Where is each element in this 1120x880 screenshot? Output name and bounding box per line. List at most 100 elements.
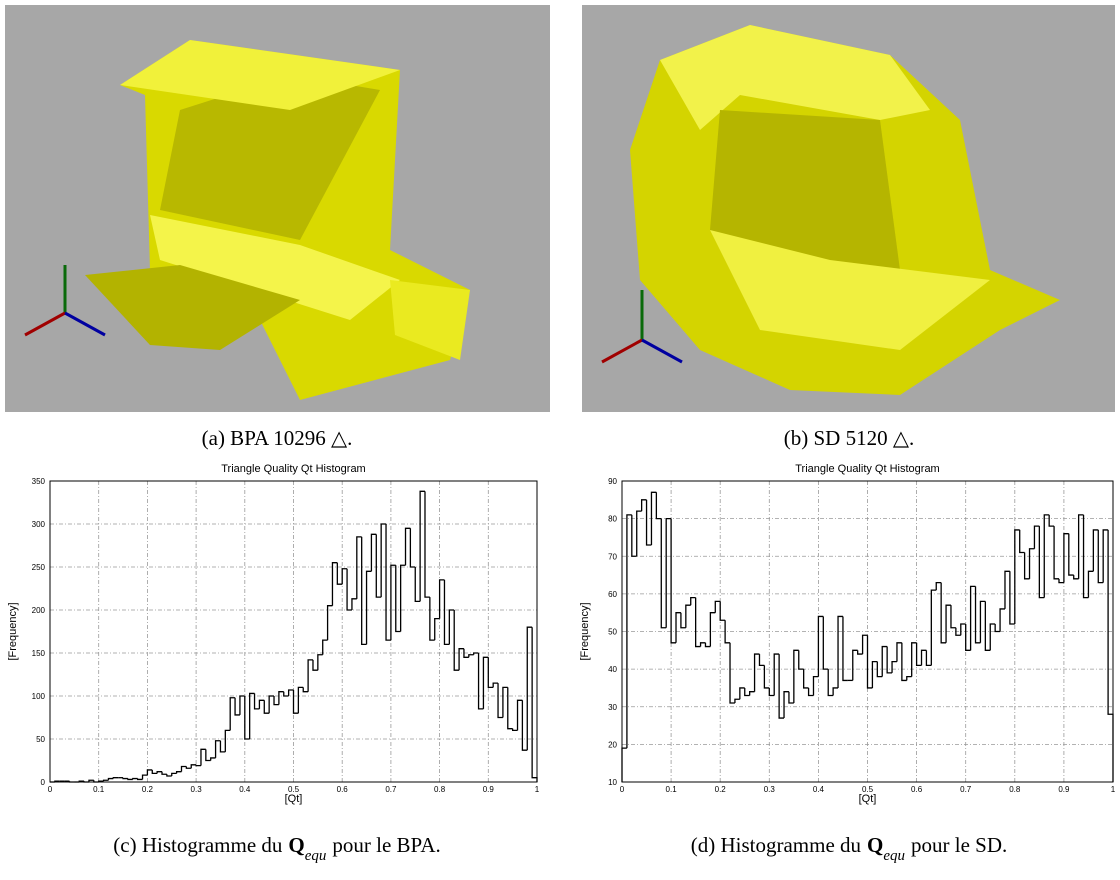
histogram-bin xyxy=(283,691,289,697)
histogram-bin xyxy=(526,626,533,751)
histogram-bin xyxy=(636,510,642,557)
histogram-bin xyxy=(414,567,421,603)
histogram-bin xyxy=(822,616,829,670)
histogram-bin xyxy=(911,642,917,677)
caption-symbol: Q xyxy=(867,833,883,857)
histogram-bin xyxy=(112,777,119,779)
histogram-bin xyxy=(424,491,430,598)
histogram-bin xyxy=(429,597,435,641)
x-tick-label: 0.7 xyxy=(385,785,397,794)
histogram-bin xyxy=(137,778,143,781)
histogram-bin xyxy=(102,779,109,782)
histogram-bin xyxy=(482,656,489,709)
histogram-bin xyxy=(438,579,445,619)
x-tick-label: 0.5 xyxy=(288,785,300,794)
histogram-bin xyxy=(704,642,711,648)
histogram-bin xyxy=(502,686,508,718)
histogram-bin xyxy=(346,568,352,611)
histogram-bin xyxy=(837,615,843,688)
histogram-bin xyxy=(434,617,440,641)
histogram-bin xyxy=(54,780,60,782)
histogram-bin xyxy=(945,604,951,643)
histogram-bin xyxy=(356,536,362,599)
y-tick-label: 30 xyxy=(608,703,617,712)
histogram-bin xyxy=(675,612,681,643)
histogram-bin xyxy=(852,649,858,681)
histogram-bin xyxy=(205,749,211,762)
histogram-bin xyxy=(263,700,270,714)
histogram-bin xyxy=(960,623,966,636)
histogram-bin xyxy=(351,598,357,610)
histogram-bin xyxy=(842,616,848,682)
x-tick-label: 0.6 xyxy=(911,785,923,794)
histogram-bin xyxy=(516,699,523,731)
histogram-bin xyxy=(361,536,367,646)
histogram-bin xyxy=(93,780,99,783)
histogram-bin xyxy=(497,683,503,719)
caption: (c) Histogramme du Qequ pour le BPA. xyxy=(113,833,440,864)
histogram-bin xyxy=(744,687,750,697)
histogram-bin xyxy=(1033,525,1040,549)
x-tick-label: 0.3 xyxy=(764,785,776,794)
histogram-bin xyxy=(258,699,265,709)
histogram-bin xyxy=(249,692,255,739)
histogram-bin xyxy=(214,740,221,758)
x-tick-label: 0.5 xyxy=(862,785,874,794)
histogram-bin xyxy=(287,689,294,696)
histogram-bin xyxy=(477,653,484,710)
histogram-bin xyxy=(749,691,755,696)
histogram-bin xyxy=(665,517,672,628)
x-tick-label: 0.2 xyxy=(715,785,727,794)
histogram-bin xyxy=(1023,552,1030,580)
y-tick-label: 200 xyxy=(32,606,46,615)
histogram-bin xyxy=(336,562,343,585)
x-tick-label: 0.4 xyxy=(813,785,825,794)
histogram-bin xyxy=(1058,578,1064,584)
histogram-bin xyxy=(753,653,760,692)
histogram-bin xyxy=(127,778,133,781)
x-tick-label: 0.2 xyxy=(142,785,154,794)
caption-text: pour le SD. xyxy=(911,833,1007,857)
histogram-bin xyxy=(326,605,333,641)
histogram-bin xyxy=(1043,514,1050,598)
y-tick-label: 300 xyxy=(32,520,46,529)
histogram-bin xyxy=(670,518,677,644)
histogram-bin xyxy=(151,769,158,775)
histogram-bin xyxy=(1038,526,1045,599)
x-tick-label: 0.9 xyxy=(1058,785,1070,794)
histogram-bin xyxy=(812,676,819,696)
histogram-bin xyxy=(200,748,206,766)
histogram-bin xyxy=(793,649,799,703)
histogram-bin xyxy=(832,687,839,696)
histogram-bin xyxy=(375,534,382,598)
y-tick-label: 40 xyxy=(608,665,617,674)
histogram-bin xyxy=(463,648,469,658)
histogram-bin xyxy=(297,686,304,714)
histogram-bin xyxy=(729,642,735,704)
histogram-bin xyxy=(492,682,499,688)
histogram-bin xyxy=(166,774,172,777)
x-tick-label: 0.6 xyxy=(337,785,349,794)
histogram-bin xyxy=(390,564,396,641)
y-axis-label: [Frequency] xyxy=(7,602,19,660)
y-tick-label: 100 xyxy=(32,692,46,701)
histogram-bin xyxy=(709,612,716,647)
chart-title: Triangle Quality Qt Histogram xyxy=(795,463,939,475)
histogram-bin xyxy=(253,693,260,710)
histogram-bin xyxy=(714,600,721,613)
histogram-bin xyxy=(861,634,868,655)
caption: (a) BPA 10296 △. xyxy=(202,426,353,450)
histogram-bin xyxy=(512,728,518,732)
histogram-bin xyxy=(302,687,309,693)
histogram-bin xyxy=(901,642,907,682)
x-tick-label: 0.1 xyxy=(666,785,678,794)
histogram-bin xyxy=(1028,548,1035,579)
histogram-bin xyxy=(979,600,986,643)
histogram-bin xyxy=(239,695,245,715)
histogram-bin xyxy=(1087,570,1094,598)
histogram-bin xyxy=(380,523,387,598)
histogram-bin xyxy=(78,780,85,782)
caption: (b) SD 5120 △. xyxy=(784,426,914,450)
histogram-bin xyxy=(322,639,328,655)
histogram-bin xyxy=(631,514,637,557)
